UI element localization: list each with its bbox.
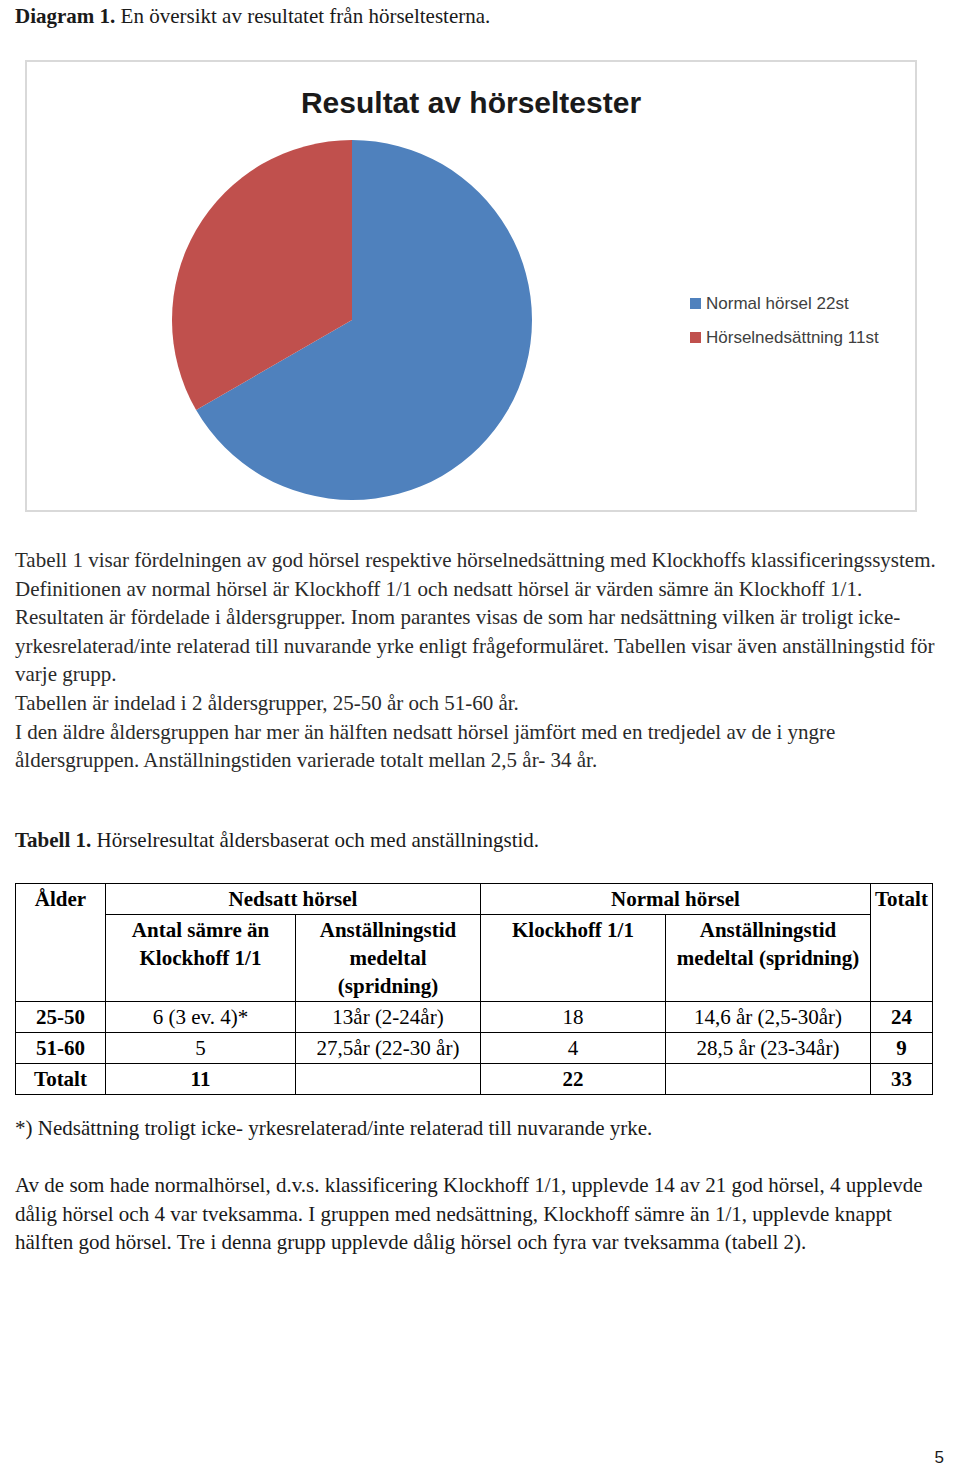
html-text:27,5år (22-30 år): 27,5år (22-30 år): [316, 1036, 460, 1060]
html-text:51-60: 51-60: [36, 1036, 85, 1060]
html-text:14,6 år (2,5-30år): 14,6 år (2,5-30år): [693, 1005, 842, 1029]
html-text:6 (3 ev. 4)*: 6 (3 ev. 4)*: [152, 1005, 249, 1029]
html-text:22: 22: [562, 1067, 584, 1091]
html-text:Normal hörsel: Normal hörsel: [611, 887, 740, 911]
html-text:Totalt: Totalt: [34, 1067, 87, 1091]
html-text:33: 33: [891, 1067, 912, 1091]
html-text:Tabellen är indelad i 2 ålders: Tabellen är indelad i 2 åldersgrupper, 2…: [15, 691, 519, 715]
html-text:Klockhoff 1/1: Klockhoff 1/1: [512, 918, 634, 942]
html-text:Av de som hade normalhörsel, d: Av de som hade normalhörsel, d.v.s. klas…: [15, 1173, 923, 1255]
html-text:Anställningstid medeltal (spri: Anställningstid medeltal (spridning): [676, 918, 860, 970]
html-text:Tabell 1 visar fördelningen av: Tabell 1 visar fördelningen av god hörse…: [15, 548, 936, 572]
html-text:*) Nedsättning troligt icke- y: *) Nedsättning troligt icke- yrkesrelate…: [15, 1116, 653, 1140]
html-text:24: 24: [891, 1005, 912, 1029]
html-text:5: 5: [934, 1448, 944, 1467]
svg-text:Resultat av hörseltester: Resultat av hörseltester: [301, 86, 641, 119]
svg-text:Hörselnedsättning 11st: Hörselnedsättning 11st: [706, 328, 879, 347]
html-text:25-50: 25-50: [36, 1005, 85, 1029]
html-text:13år (2-24år): 13år (2-24år): [332, 1005, 444, 1029]
html-text:9: 9: [896, 1036, 907, 1060]
html-text:5: 5: [195, 1036, 206, 1060]
html-text:Antal sämre än Klockhoff 1/1: Antal sämre än Klockhoff 1/1: [131, 918, 270, 970]
html-text:Diagram 1. En översikt av resu: Diagram 1. En översikt av resultatet frå…: [15, 4, 491, 28]
html-text:Tabell 1. Hörselresultat ålder: Tabell 1. Hörselresultat åldersbaserat o…: [15, 828, 540, 852]
html-text:Totalt: Totalt: [875, 887, 928, 911]
html-text:Ålder: Ålder: [34, 887, 87, 911]
html-text:Nedsatt hörsel: Nedsatt hörsel: [228, 887, 358, 911]
html-text:4: 4: [567, 1036, 579, 1060]
html-text:18: 18: [562, 1005, 584, 1029]
html-text:28,5 år (23-34år): 28,5 år (23-34år): [696, 1036, 840, 1060]
svg-text:Normal hörsel 22st: Normal hörsel 22st: [706, 294, 849, 313]
html-text:Definitionen av normal hörsel: Definitionen av normal hörsel är Klockho…: [15, 576, 935, 687]
html-text:Anställningstid medeltal (spri: Anställningstid medeltal (spridning): [319, 918, 457, 998]
html-text:11: 11: [190, 1067, 211, 1091]
html-text:I den äldre åldersgruppen har: I den äldre åldersgruppen har mer än häl…: [15, 719, 836, 773]
